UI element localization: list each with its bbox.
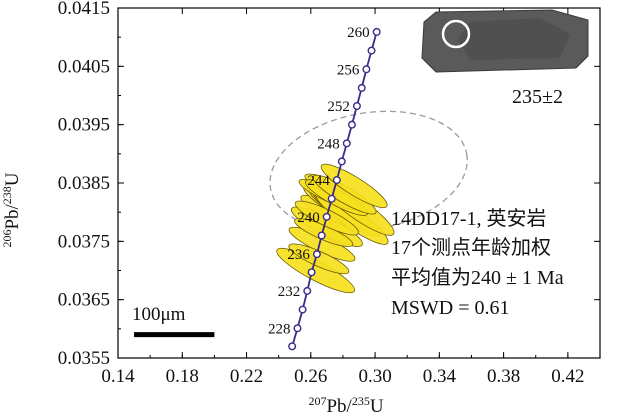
x-tick-label: 0.22: [230, 366, 263, 387]
x-tick-label: 0.14: [101, 366, 135, 387]
zircon-inset-image: [421, 9, 589, 73]
age-label-228: 228: [268, 321, 291, 337]
error-ellipse-13: [288, 243, 350, 275]
age-label-240: 240: [297, 210, 320, 226]
age-label-256: 256: [337, 62, 360, 78]
concordia-age-marker-250: [347, 120, 356, 129]
y-tick-label: 0.0355: [58, 348, 110, 369]
concordia-age-marker-260: [372, 27, 381, 36]
x-tick-label: 0.38: [487, 366, 520, 387]
scale-bar: 100μm: [132, 304, 215, 338]
age-label-252: 252: [327, 99, 350, 115]
concordia-age-marker-236: [312, 250, 321, 259]
concordia-curve: [288, 27, 381, 351]
concordia-age-marker-244: [332, 176, 341, 185]
annotation-line-2: 17个测点年龄加权: [391, 236, 551, 259]
age-label-244: 244: [307, 173, 330, 189]
y-axis-ticks: 0.0415 0.0405 0.0395 0.0385 0.0375 0.0365 0.03…: [58, 0, 600, 369]
y-tick-label: 0.0375: [58, 231, 110, 252]
concordia-age-marker-242: [327, 194, 336, 203]
y-tick-label: 0.0385: [58, 173, 110, 194]
x-tick-label: 0.30: [358, 366, 391, 387]
y-tick-label: 0.0395: [58, 115, 110, 136]
sample-annotation: 14DD17-1, 英安岩 17个测点年龄加权 平均值为240 ± 1 Ma M…: [391, 207, 564, 319]
concordia-age-marker-230: [298, 305, 307, 314]
concordia-age-marker-234: [307, 268, 316, 277]
analysis-spot-marker: [441, 19, 471, 49]
age-label-248: 248: [317, 136, 340, 152]
x-tick-label: 0.34: [423, 366, 457, 387]
concordia-age-marker-228: [293, 324, 302, 333]
concordia-age-marker-248: [342, 139, 351, 148]
concordia-age-marker-238: [317, 231, 326, 240]
x-tick-label: 0.42: [551, 366, 584, 387]
x-tick-label: 0.18: [166, 366, 199, 387]
concordia-age-marker-226: [288, 342, 297, 351]
y-axis-title: 206Pb/238U: [0, 172, 23, 247]
concordia-age-marker-232: [303, 286, 312, 295]
concordia-age-marker-256: [362, 65, 371, 74]
x-tick-label: 0.26: [294, 366, 327, 387]
concordia-age-marker-246: [337, 157, 346, 166]
inset-age-caption: 235±2: [512, 86, 563, 108]
x-axis-ticks: 0.14 0.18 0.22 0.26 0.30 0.34 0.38 0.42: [101, 8, 601, 387]
concordia-age-marker-240: [322, 212, 331, 221]
concordia-age-marker-252: [352, 101, 361, 110]
y-tick-label: 0.0415: [58, 0, 110, 19]
concordia-age-marker-254: [357, 83, 366, 92]
age-label-232: 232: [278, 284, 301, 300]
age-label-260: 260: [347, 25, 370, 41]
y-tick-label: 0.0405: [58, 56, 110, 77]
x-axis-title: 207Pb/235U: [308, 394, 383, 417]
zircon-crystal-core: [458, 18, 570, 60]
concordia-age-labels: 228 232 236 240 244 248 252 256 260: [268, 25, 370, 337]
y-tick-label: 0.0365: [58, 290, 110, 311]
concordia-age-marker-258: [367, 46, 376, 55]
annotation-line-4: MSWD = 0.61: [391, 297, 510, 319]
scale-bar-label: 100μm: [132, 304, 186, 325]
annotation-line-1: 14DD17-1, 英安岩: [391, 207, 547, 230]
annotation-line-3: 平均值为240 ± 1 Ma: [391, 266, 564, 289]
age-label-236: 236: [287, 247, 310, 263]
